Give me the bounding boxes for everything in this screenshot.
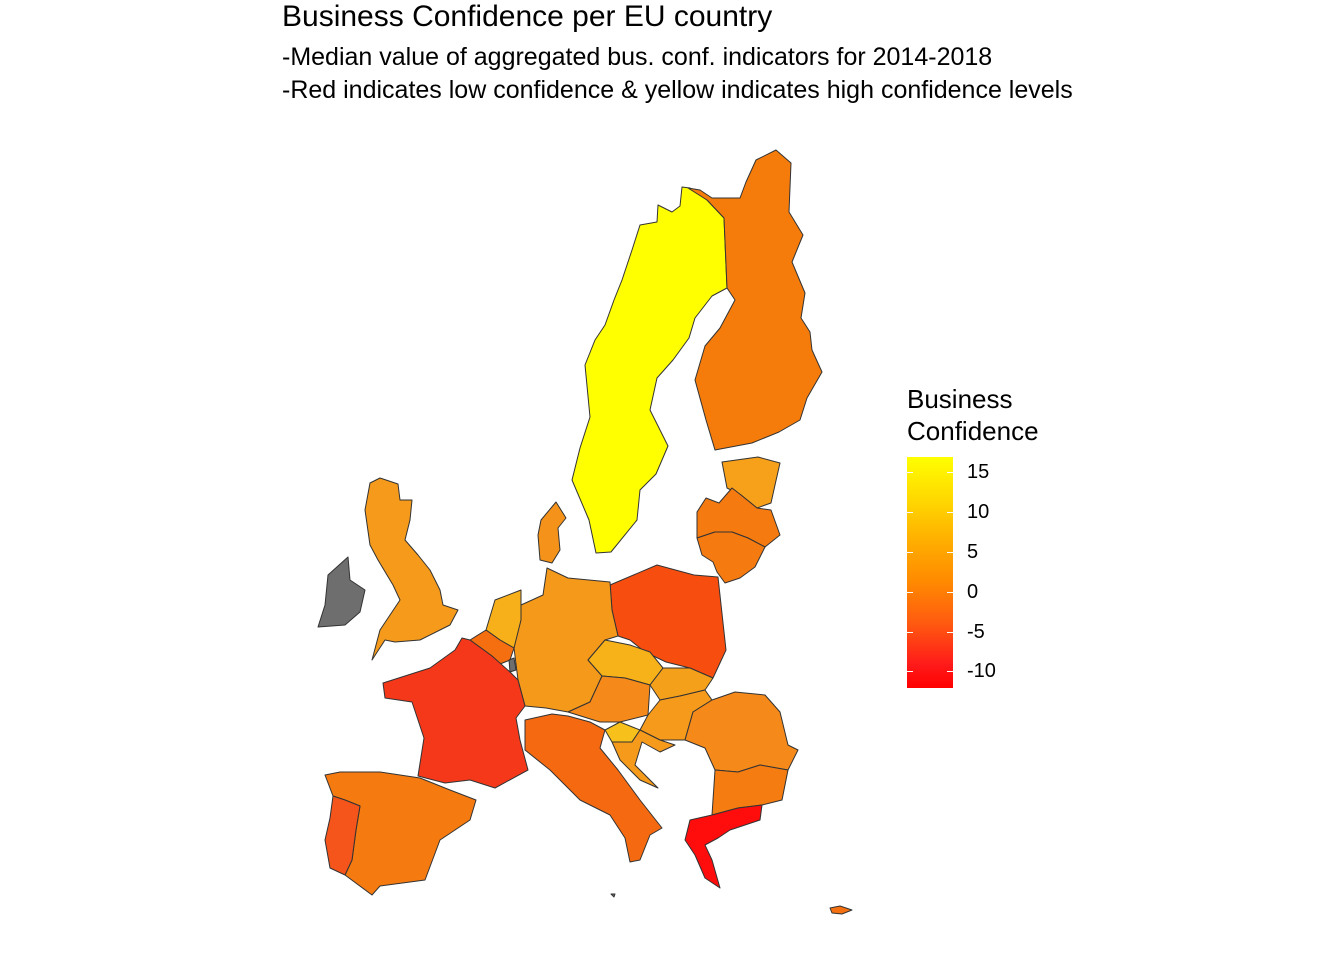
legend-tick-mark bbox=[947, 632, 953, 633]
country-malta bbox=[610, 893, 616, 898]
legend-tick-mark bbox=[907, 671, 913, 672]
country-cyprus bbox=[829, 905, 853, 915]
legend-tick-mark bbox=[907, 552, 913, 553]
country-portugal bbox=[324, 795, 361, 876]
country-ireland bbox=[317, 556, 366, 628]
country-lithuania bbox=[696, 531, 766, 584]
map-subtitle-2: -Red indicates low confidence & yellow i… bbox=[282, 76, 1073, 104]
legend-tick-mark bbox=[947, 592, 953, 593]
legend-tick-label: -10 bbox=[967, 660, 996, 682]
country-croatia bbox=[611, 729, 676, 789]
country-luxembourg bbox=[508, 657, 517, 673]
legend-title-line1: Business bbox=[907, 384, 1013, 414]
legend-tick-label: 5 bbox=[967, 541, 979, 563]
country-finland bbox=[687, 149, 823, 451]
legend-tick-mark bbox=[907, 632, 913, 633]
country-denmark bbox=[537, 501, 567, 564]
legend-tick-mark bbox=[907, 512, 913, 513]
country-france bbox=[382, 637, 529, 789]
country-sweden bbox=[571, 186, 728, 554]
legend-tick-label: 10 bbox=[967, 501, 990, 523]
country-austria bbox=[567, 675, 651, 723]
legend-tick-label: 0 bbox=[967, 581, 979, 603]
legend-color-bar bbox=[907, 457, 953, 688]
country-romania bbox=[684, 691, 799, 773]
legend-tick-mark bbox=[947, 671, 953, 672]
country-uk bbox=[364, 477, 459, 661]
legend-tick-mark bbox=[947, 512, 953, 513]
country-italy bbox=[524, 713, 663, 863]
legend-tick-label: -5 bbox=[967, 621, 985, 643]
map-title: Business Confidence per EU country bbox=[282, 0, 773, 33]
country-greece bbox=[684, 804, 763, 889]
legend-title-line2: Confidence bbox=[907, 416, 1039, 446]
legend-tick-mark bbox=[907, 472, 913, 473]
legend-tick-label: 15 bbox=[967, 461, 990, 483]
legend-tick-mark bbox=[947, 552, 953, 553]
map-subtitle-1: -Median value of aggregated bus. conf. i… bbox=[282, 43, 993, 71]
legend-tick-mark bbox=[907, 592, 913, 593]
legend-tick-mark bbox=[947, 472, 953, 473]
